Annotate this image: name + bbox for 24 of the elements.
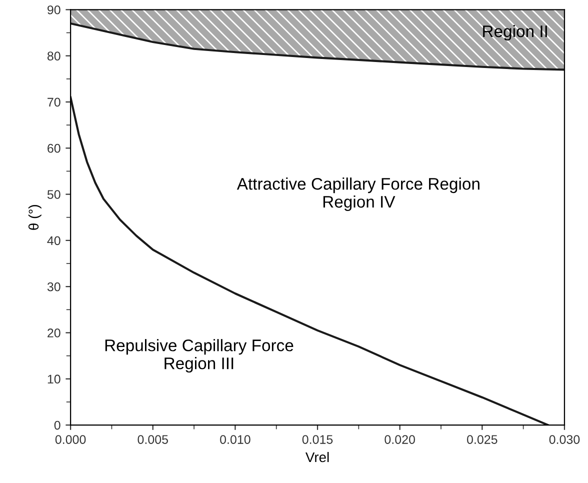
y-tick-label: 40 <box>47 236 60 246</box>
x-tick-label: 0.015 <box>302 435 333 444</box>
y-tick-label: 90 <box>48 5 60 14</box>
y-axis-title: θ (°) <box>28 205 42 230</box>
y-tick-label: 10 <box>48 374 60 384</box>
line-series <box>70 96 550 426</box>
annotation: Attractive Capillary Force Region Region IV <box>236 178 480 212</box>
x-tick-label: 0.020 <box>384 435 415 444</box>
y-tick-label: 30 <box>47 282 60 292</box>
y-tick-label: 60 <box>48 144 60 153</box>
x-axis-title: Vrel <box>305 452 329 462</box>
line-series <box>70 22 564 71</box>
annotation: Repulsive Capillary Force Region III <box>105 339 294 373</box>
x-tick-label: 0.030 <box>549 435 580 444</box>
y-tick-label: 70 <box>48 98 60 107</box>
x-tick-label: 0.025 <box>467 435 498 444</box>
y-tick-label: 50 <box>47 190 60 199</box>
x-tick-label: 0.005 <box>138 435 168 444</box>
annotation: Region II <box>483 24 547 41</box>
y-tick-label: 80 <box>47 52 60 60</box>
x-tick-label: 0.000 <box>55 435 86 444</box>
y-tick-label: 0 <box>54 420 60 430</box>
y-tick-label: 20 <box>48 328 60 338</box>
x-tick-label: 0.010 <box>220 435 250 444</box>
